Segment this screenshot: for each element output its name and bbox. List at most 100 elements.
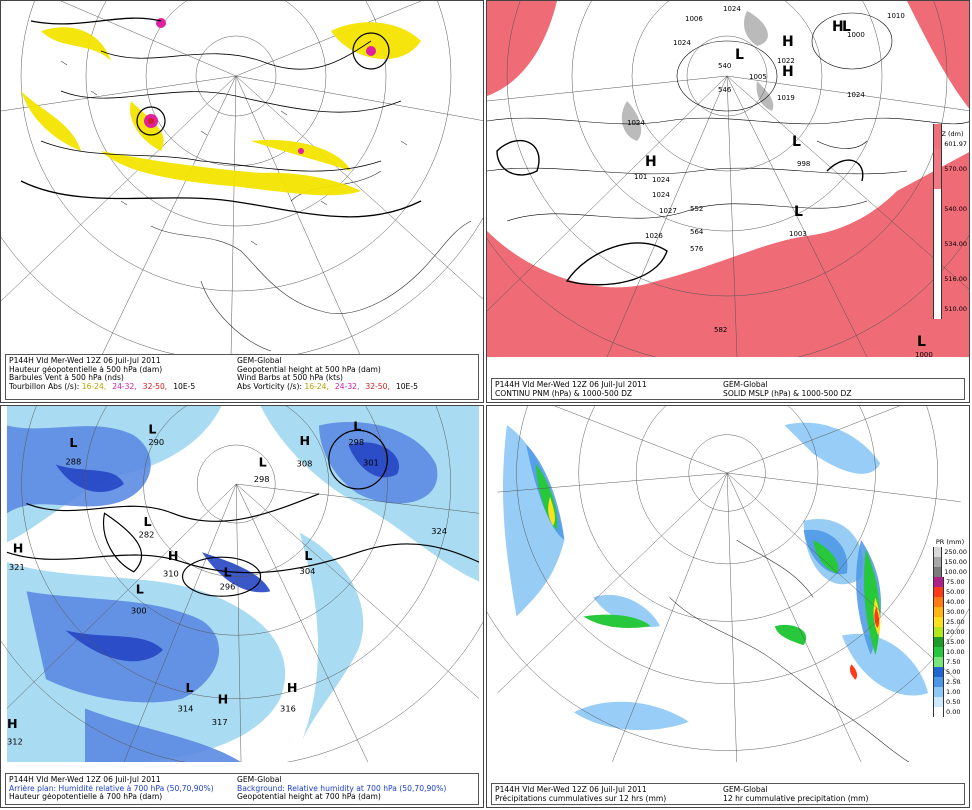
label-101: 101 — [634, 173, 647, 181]
high-marker: H — [782, 64, 794, 80]
caption-fr-line2: Précipitations cummulatives sur 12 hrs (… — [495, 794, 667, 803]
label-316: 316 — [280, 703, 296, 713]
thickness-fill — [487, 1, 969, 357]
high-marker: H — [7, 716, 18, 731]
graticule — [487, 406, 969, 762]
label-1010: 1010 — [887, 12, 905, 20]
label-288: 288 — [65, 457, 81, 467]
map-500hpa-vorticity — [1, 1, 483, 357]
model-name: GEM-Global — [237, 776, 282, 784]
swatch — [933, 229, 943, 259]
label-1019: 1019 — [777, 94, 795, 102]
swatch — [933, 557, 943, 567]
cbar-label: 7.50 — [946, 658, 961, 666]
label-582: 582 — [714, 326, 727, 334]
vorticity-max — [148, 118, 154, 124]
label-301: 301 — [363, 457, 379, 467]
cbar-label: 50.00 — [946, 588, 965, 596]
label-546: 546 — [718, 86, 732, 94]
low-marker: L — [185, 680, 193, 695]
low-marker: L — [223, 565, 231, 580]
label-304: 304 — [300, 566, 316, 576]
label-1024c: 1024 — [847, 91, 865, 99]
cbar-label: 15.00 — [946, 638, 965, 646]
caption-panel2: P144H Vld Mer-Wed 12Z 06 Juil-Jul 2011 GE… — [491, 378, 965, 400]
colorbar-title: PR (mm) — [935, 538, 965, 546]
panel-mslp-thickness: L H H L H L L H L 1006 1024 1024 1010 10… — [486, 0, 970, 403]
cbar-label: 570.00 — [944, 165, 967, 173]
label-1006: 1006 — [685, 15, 703, 23]
swatch — [933, 547, 943, 557]
swatch — [933, 657, 944, 667]
low-marker: L — [735, 47, 744, 63]
low-marker: L — [148, 421, 156, 436]
low-marker: L — [917, 334, 926, 350]
swatch — [933, 577, 944, 587]
cbar-label: 150.00 — [944, 558, 967, 566]
cbar-label: 25.00 — [946, 618, 965, 626]
valid-time: P144H Vld Mer-Wed 12Z 06 Juil-Jul 2011 — [9, 776, 161, 784]
vort-unit-en: 10E-5 — [395, 382, 418, 391]
cbar-label: 30.00 — [946, 608, 965, 616]
label-308: 308 — [297, 458, 313, 468]
valid-time: P144H Vld Mer-Wed 12Z 06 Juil-Jul 2011 — [495, 786, 647, 794]
caption-en-line2: SOLID MSLP (hPa) & 1000-500 DZ — [723, 389, 852, 398]
high-marker: H — [168, 548, 179, 563]
label-1022: 1022 — [777, 57, 795, 65]
model-name: GEM-Global — [237, 357, 282, 365]
cbar-label: 0.00 — [946, 708, 961, 716]
pressure-centers: L L H L L L H H L L L L H H H — [7, 418, 361, 730]
swatch — [933, 124, 943, 164]
label-1000b: 1000 — [915, 351, 933, 357]
swatch — [933, 677, 944, 687]
swatch — [933, 647, 944, 657]
caption-fr-line3: Barbules Vent à 500 hPa (nds) — [9, 374, 124, 383]
caption-fr-line2: Hauteur géopotentielle à 500 hPa (dam) — [9, 365, 163, 374]
caption-fr-line2: CONTINU PNM (hPa) & 1000-500 DZ — [495, 389, 633, 398]
height-contours — [20, 17, 422, 218]
high-marker: H — [287, 680, 298, 695]
label-998: 998 — [797, 160, 810, 168]
label-1027: 1027 — [659, 207, 677, 215]
map-700hpa-humidity: L L H L L L H H L L L L H H H 290 288 30… — [1, 406, 483, 762]
cbar-label: 40.00 — [946, 598, 965, 606]
colorbar-precip: PR (mm) 250.00 150.00 100.00 75.00 50.00… — [933, 539, 967, 717]
valid-time: P144H Vld Mer-Wed 12Z 06 Juil-Jul 2011 — [9, 357, 161, 365]
swatch — [933, 189, 943, 229]
model-name: GEM-Global — [723, 786, 768, 794]
cbar-label: 510.00 — [944, 305, 967, 313]
caption-en-line3: Wind Barbs at 500 hPa (kts) — [237, 374, 344, 383]
cbar-label: 2.50 — [946, 678, 961, 686]
swatch — [933, 259, 943, 299]
colorbar-title: DZ (dm) — [936, 130, 964, 138]
label-296: 296 — [220, 581, 236, 591]
high-marker: H — [218, 691, 229, 706]
low-marker: L — [136, 581, 144, 596]
cbar-label: 534.00 — [944, 240, 967, 248]
wind-barbs — [60, 60, 408, 246]
pressure-centers: L H H L H L L H L — [645, 19, 926, 350]
caption-fr-vort-label: Tourbillon Abs (/s): — [9, 382, 80, 391]
label-1024d: 1024 — [627, 119, 645, 127]
cbar-label: 75.00 — [946, 578, 965, 586]
label-1003: 1003 — [789, 230, 807, 238]
label-576: 576 — [690, 245, 704, 253]
contour-labels: 290 288 308 298 301 298 282 321 310 304 … — [7, 437, 447, 746]
panel-500hpa-vorticity: P144H Vld Mer-Wed 12Z 06 Juil-Jul 2011 GE… — [0, 0, 484, 403]
label-1005: 1005 — [749, 73, 767, 81]
high-marker: H — [300, 433, 311, 448]
label-1024b: 1024 — [673, 39, 691, 47]
swatch — [933, 617, 944, 627]
panel-700hpa-humidity: L L H L L L H H L L L L H H H 290 288 30… — [0, 405, 484, 808]
swatch — [933, 607, 944, 617]
low-marker: L — [259, 454, 267, 469]
model-name: GEM-Global — [723, 381, 768, 389]
cbar-label: 100.00 — [944, 568, 967, 576]
label-310: 310 — [163, 569, 179, 579]
vort-range-3-en: 32-50, — [365, 382, 390, 391]
swatch — [933, 697, 944, 707]
cbar-label: 601.97 — [944, 140, 967, 148]
label-317: 317 — [212, 717, 228, 727]
label-282: 282 — [139, 530, 155, 540]
precip-red — [849, 606, 880, 680]
